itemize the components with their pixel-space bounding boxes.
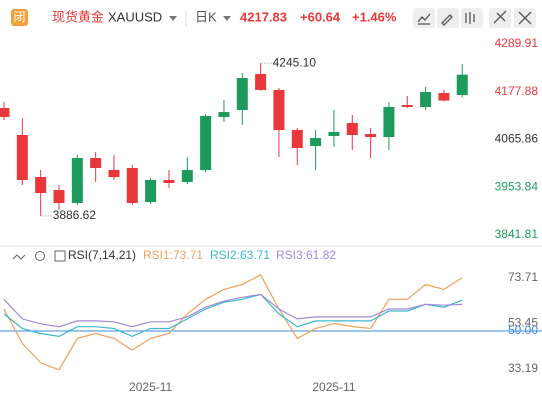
rsi-line [3, 293, 463, 338]
candle-body [145, 180, 157, 203]
candle-body [420, 91, 432, 107]
y-tick-label: 50.00 [508, 323, 538, 337]
annotation-label: 4245.10 [273, 55, 317, 69]
x-tick-label: 2025-11 [129, 380, 172, 394]
candle-body [181, 169, 193, 183]
candle-body [328, 132, 340, 136]
y-tick-label: 73.71 [508, 270, 538, 284]
rsi-title: RSI(7,14,21) [68, 248, 136, 262]
badge-icon[interactable] [11, 9, 28, 26]
annotation-label: 3886.62 [53, 208, 97, 222]
change-percent: +1.46% [352, 9, 397, 24]
rsi-line [3, 293, 463, 328]
x-tick-label: 2025-11 [312, 380, 355, 394]
tool-button[interactable] [461, 8, 483, 28]
rsi-grid-icon[interactable] [54, 250, 66, 262]
candle-body [383, 106, 395, 138]
y-tick-label: 3841.81 [495, 227, 539, 241]
y-tick-label: 3953.84 [495, 179, 539, 193]
rsi-settings-icon[interactable] [35, 251, 45, 261]
toolbar-icons [417, 10, 532, 26]
candle-body [273, 89, 285, 131]
candle-body [200, 115, 212, 170]
candle-body [438, 93, 450, 101]
candle-body [163, 180, 175, 183]
period[interactable]: 日K [195, 9, 217, 24]
legend-label: RSI3:61.82 [276, 248, 336, 262]
candle-body [365, 134, 377, 138]
candle-body [90, 158, 102, 168]
candle-body [16, 134, 28, 181]
candle-body [71, 158, 83, 203]
candle-body [218, 112, 230, 118]
rsi-line [3, 273, 463, 371]
legend-label: RSI1:73.71 [143, 248, 203, 262]
candle-body [310, 137, 322, 146]
price: 4217.83 [240, 9, 287, 24]
candle-body [255, 73, 267, 90]
candle-body [53, 189, 65, 203]
badge-text: 闭 [13, 10, 25, 24]
tool-button[interactable] [489, 8, 511, 28]
dropdown-arrow[interactable] [169, 16, 177, 21]
y-tick-label: 4289.91 [495, 36, 539, 50]
tool-button[interactable] [413, 8, 435, 28]
y-tick-label: 53.45 [508, 315, 538, 329]
candle-body [291, 130, 303, 149]
candle-body [0, 108, 10, 118]
rsi-visibility-icon[interactable] [12, 254, 26, 260]
y-tick-label: 4177.88 [495, 84, 539, 98]
tool-button[interactable] [437, 8, 459, 28]
dropdown-arrow[interactable] [223, 16, 231, 21]
legend-label: RSI2:63.71 [210, 248, 270, 262]
candle-body [346, 122, 358, 135]
candle-body [108, 169, 120, 177]
instrument-name[interactable]: 现货黄金 [52, 9, 104, 24]
y-tick-label: 4065.86 [495, 132, 539, 146]
y-tick-label: 33.19 [508, 361, 538, 375]
candle-body [35, 176, 47, 194]
candle-body [236, 78, 248, 111]
candle-body [126, 167, 138, 203]
candle-body [401, 104, 413, 107]
symbol[interactable]: XAUUSD [108, 9, 162, 24]
change: +60.64 [300, 9, 341, 24]
candle-body [456, 74, 468, 96]
